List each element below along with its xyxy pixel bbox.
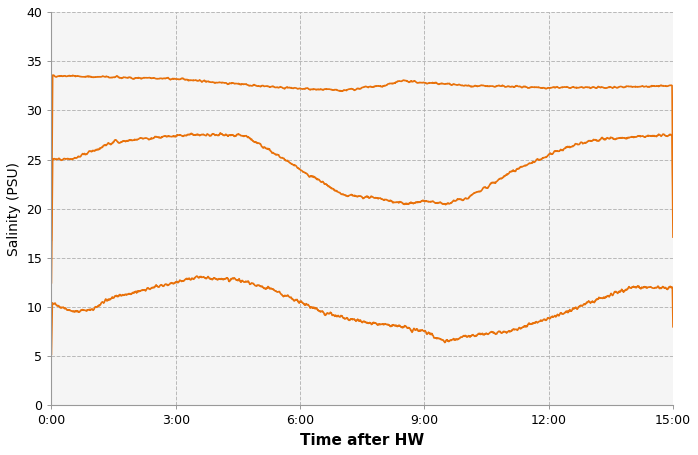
X-axis label: Time after HW: Time after HW (300, 433, 424, 448)
Y-axis label: Salinity (PSU): Salinity (PSU) (7, 162, 21, 256)
